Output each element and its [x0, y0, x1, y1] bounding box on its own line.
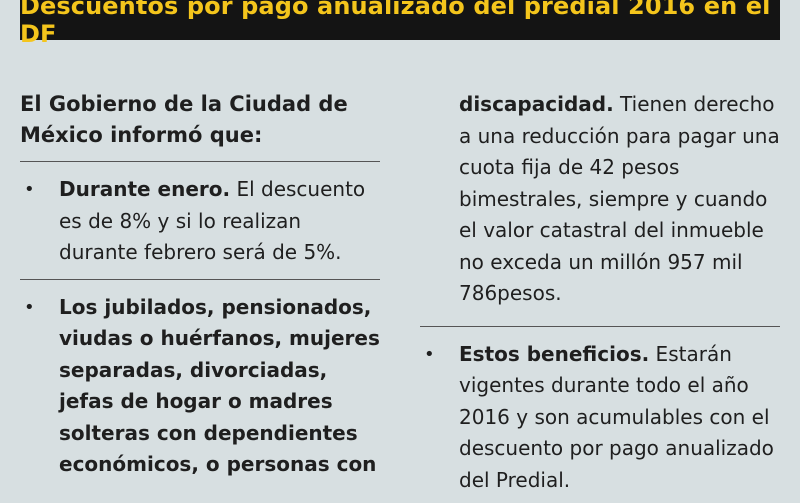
item-lead: Estos beneficios. [459, 341, 650, 366]
intro-text: El Gobierno de la Ciudad de México infor… [20, 92, 348, 147]
list-item: • Los jubilados, pensionados, viudas o h… [20, 280, 380, 481]
bullet-icon: • [24, 179, 35, 200]
list-item-text: Los jubilados, pensionados, viudas o hué… [59, 292, 380, 481]
page-title: Descuentos por pago anualizado del predi… [20, 0, 771, 48]
list-item-text: Durante enero. El descuento es de 8% y s… [59, 174, 380, 269]
divider [20, 161, 380, 162]
list-item-continuation: discapacidad. Tienen derecho a una reduc… [420, 89, 780, 326]
item-body: Estarán vigentes durante todo el año 201… [459, 341, 774, 492]
list-item: • Estos beneficios. Estarán vigentes dur… [420, 327, 780, 497]
item-body: Tienen derecho a una reducción para paga… [459, 92, 780, 305]
left-column: El Gobierno de la Ciudad de México infor… [20, 89, 380, 481]
right-column: discapacidad. Tienen derecho a una reduc… [420, 89, 780, 496]
item-lead: Los jubilados, pensionados, viudas o hué… [59, 294, 380, 477]
title-bar: Descuentos por pago anualizado del predi… [20, 0, 780, 48]
list-item-text: Estos beneficios. Estarán vigentes duran… [459, 339, 780, 497]
divider [20, 278, 380, 280]
item-lead: Durante enero. [59, 177, 231, 201]
divider [420, 325, 780, 327]
bullet-icon: • [24, 296, 35, 318]
bullet-icon: • [424, 343, 435, 365]
item-lead: discapacidad. [459, 92, 614, 116]
item-body: El descuento es de 8% y si lo realizan d… [59, 177, 366, 264]
list-item: • Durante enero. El descuento es de 8% y… [20, 162, 380, 279]
